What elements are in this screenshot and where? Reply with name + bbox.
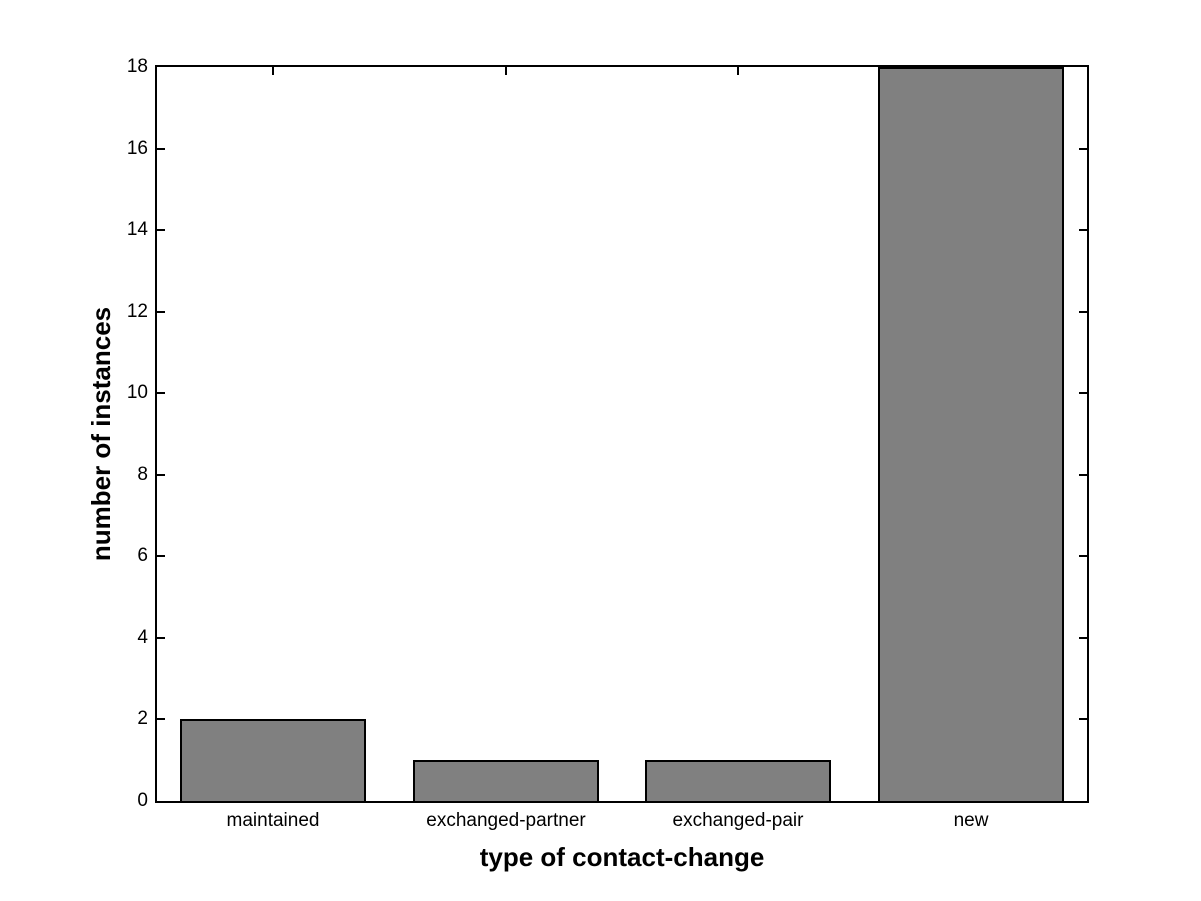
y-tick-label: 2 [137,708,148,729]
bar-new [878,67,1064,801]
y-axis-tick-right [1079,474,1087,476]
x-tick-label: exchanged-pair [672,810,804,831]
y-axis-tick-right [1079,311,1087,313]
y-axis-tick-left [157,311,165,313]
plot-area [155,65,1089,803]
y-tick-label: 0 [137,790,148,811]
x-tick-label: new [953,810,989,831]
y-tick-label: 8 [137,464,148,485]
x-axis-tick-top [737,67,739,75]
x-tick-label: maintained [226,810,320,831]
y-tick-label: 12 [126,301,148,322]
y-tick-label: 18 [126,56,148,77]
x-axis-tick-top [272,67,274,75]
y-axis-tick-right [1079,718,1087,720]
y-axis-title: number of instances [86,306,116,562]
y-tick-label: 10 [126,382,148,403]
plot-inner [157,67,1087,801]
bar-exchanged-partner [413,760,599,801]
y-axis-tick-left [157,474,165,476]
x-axis-tick-top [505,67,507,75]
y-tick-label: 14 [126,219,148,240]
y-axis-tick-right [1079,392,1087,394]
x-axis-title: type of contact-change [479,842,765,872]
x-tick-label: exchanged-partner [426,810,586,831]
y-axis-tick-right [1079,229,1087,231]
y-axis-tick-left [157,148,165,150]
y-tick-label: 16 [126,138,148,159]
y-axis-tick-left [157,637,165,639]
y-axis-tick-left [157,718,165,720]
y-axis-tick-left [157,229,165,231]
y-axis-tick-right [1079,555,1087,557]
bar-maintained [180,719,366,801]
y-axis-tick-left [157,392,165,394]
y-axis-tick-right [1079,637,1087,639]
y-tick-label: 4 [137,627,148,648]
bar-exchanged-pair [645,760,831,801]
y-axis-tick-left [157,555,165,557]
y-tick-label: 6 [137,545,148,566]
y-axis-tick-right [1079,148,1087,150]
